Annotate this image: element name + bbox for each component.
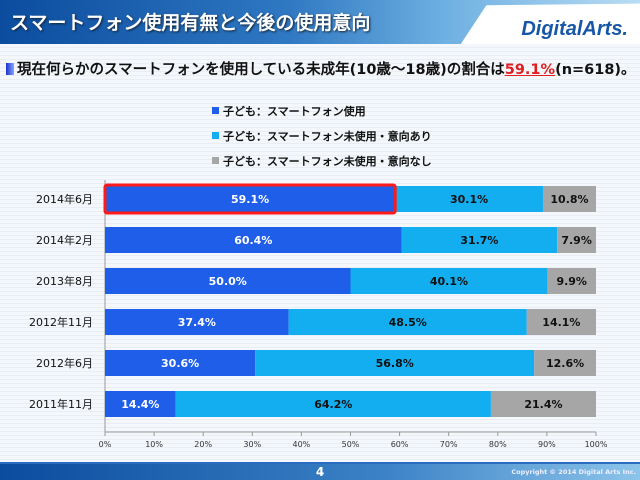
data-label: 30.6% — [161, 357, 199, 370]
data-label: 9.9% — [556, 275, 587, 288]
footer: 4 Copyright © 2014 Digital Arts Inc. — [0, 462, 640, 480]
data-label: 14.4% — [121, 398, 159, 411]
data-label: 40.1% — [430, 275, 468, 288]
bar-segment — [105, 186, 396, 212]
category-label: 2014年2月 — [36, 233, 93, 247]
legend-label: 子ども：スマートフォン使用 — [223, 104, 366, 118]
x-tick-label: 90% — [538, 440, 556, 449]
bar-segment — [401, 227, 558, 253]
bar-segment — [105, 350, 256, 376]
copyright: Copyright © 2014 Digital Arts Inc. — [511, 468, 636, 476]
bar-segment — [395, 186, 543, 212]
data-label: 60.4% — [234, 234, 272, 247]
category-label: 2013年8月 — [36, 274, 93, 288]
legend: 子ども：スマートフォン使用 子ども：スマートフォン未使用・意向あり 子ども：スマ… — [212, 98, 432, 173]
category-label: 2012年6月 — [36, 356, 93, 370]
legend-label: 子ども：スマートフォン未使用・意向あり — [223, 129, 432, 143]
summary-suffix: (n=618)。 — [555, 62, 636, 78]
highlight-box — [103, 183, 397, 215]
data-label: 10.8% — [550, 193, 588, 206]
data-label: 48.5% — [389, 316, 427, 329]
bar-segment — [105, 227, 402, 253]
legend-label: 子ども：スマートフォン未使用・意向なし — [223, 154, 432, 168]
bar-segment — [105, 268, 351, 294]
digitalarts-logo: DigitalArts. — [521, 18, 628, 40]
legend-swatch — [212, 157, 219, 164]
category-label: 2012年11月 — [29, 315, 93, 329]
summary-prefix: 現在何らかのスマートフォンを使用している未成年(10歳～18歳)の割合は — [17, 62, 505, 78]
bar-segment — [105, 309, 289, 335]
legend-item: 子ども：スマートフォン使用 — [212, 98, 432, 123]
bar-segment — [175, 391, 491, 417]
legend-swatch — [212, 132, 219, 139]
data-label: 50.0% — [209, 275, 247, 288]
x-tick-label: 10% — [145, 440, 163, 449]
data-label: 30.1% — [450, 193, 488, 206]
x-tick-label: 30% — [243, 440, 261, 449]
bar-segment — [255, 350, 535, 376]
header: スマートフォン使用有無と今後の使用意向 DigitalArts. — [0, 0, 640, 44]
category-label: 2011年11月 — [29, 397, 93, 411]
stacked-bar-chart: 0% 10% 20% 30% 40% 50% 60% 70% 80% 90% 100% 2014年6月… — [29, 180, 608, 449]
x-tick-label: 100% — [585, 440, 608, 449]
data-label: 31.7% — [460, 234, 498, 247]
bar-segment — [105, 391, 176, 417]
bar-segment — [288, 309, 527, 335]
category-label: 2014年6月 — [36, 192, 93, 206]
x-tick-label: 40% — [293, 440, 311, 449]
x-tick-label: 20% — [194, 440, 212, 449]
x-tick-label: 50% — [342, 440, 360, 449]
page-number: 4 — [315, 465, 325, 479]
data-label: 12.6% — [546, 357, 584, 370]
bar-segment — [557, 227, 596, 253]
legend-swatch — [212, 107, 219, 114]
data-label: 7.9% — [561, 234, 592, 247]
x-tick-label: 70% — [440, 440, 458, 449]
x-tick-label: 0% — [99, 440, 112, 449]
data-label: 64.2% — [314, 398, 352, 411]
bar-segment — [534, 350, 596, 376]
data-label: 56.8% — [376, 357, 414, 370]
legend-item: 子ども：スマートフォン未使用・意向あり — [212, 123, 432, 148]
x-tick-label: 80% — [489, 440, 507, 449]
data-label: 59.1% — [231, 193, 269, 206]
bullet-icon — [6, 63, 14, 75]
summary-highlight: 59.1% — [504, 62, 556, 78]
page-title: スマートフォン使用有無と今後の使用意向 — [10, 12, 371, 34]
bar-segment — [526, 309, 596, 335]
data-label: 21.4% — [524, 398, 562, 411]
summary-text: 現在何らかのスマートフォンを使用している未成年(10歳～18歳)の割合は59.1… — [6, 58, 636, 79]
bar-segment — [350, 268, 548, 294]
bar-segment — [542, 186, 596, 212]
data-label: 37.4% — [178, 316, 216, 329]
bar-segment — [490, 391, 596, 417]
x-tick-label: 60% — [391, 440, 409, 449]
legend-item: 子ども：スマートフォン未使用・意向なし — [212, 148, 432, 173]
bar-segment — [547, 268, 596, 294]
data-label: 14.1% — [542, 316, 580, 329]
